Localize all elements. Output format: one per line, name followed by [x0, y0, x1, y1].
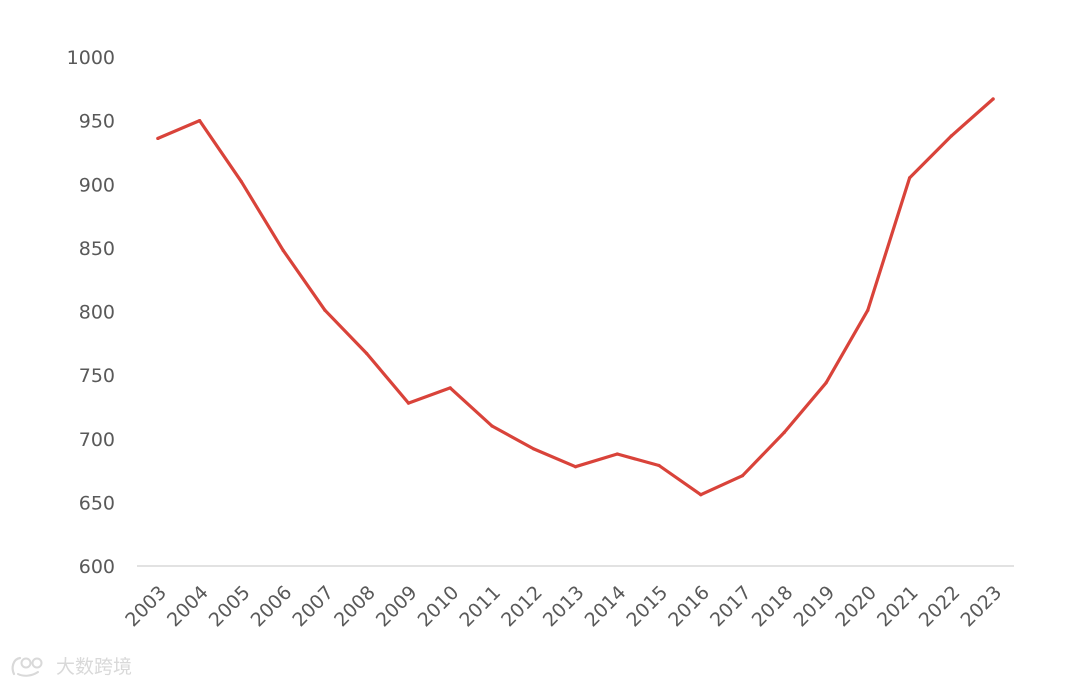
- x-tick-label: 2016: [664, 582, 714, 632]
- y-tick-label: 750: [79, 365, 115, 387]
- data-point: [866, 308, 870, 312]
- series-layer: [156, 97, 995, 497]
- data-point: [156, 136, 160, 141]
- x-axis: 2003200420052006200720082009201020112012…: [121, 582, 1006, 632]
- x-tick-label: 2017: [706, 582, 756, 632]
- x-tick-label: 2015: [622, 582, 672, 632]
- watermark: 大数跨境: [10, 652, 132, 679]
- x-tick-label: 2012: [497, 582, 547, 632]
- x-tick-label: 2010: [414, 582, 464, 632]
- x-tick-label: 2011: [455, 582, 505, 632]
- x-tick-label: 2006: [247, 582, 297, 632]
- data-point: [615, 452, 619, 456]
- watermark-text: 大数跨境: [56, 656, 133, 678]
- data-point: [365, 351, 369, 356]
- x-tick-label: 2021: [873, 582, 923, 632]
- y-tick-label: 900: [79, 174, 115, 196]
- data-point: [949, 134, 953, 138]
- data-point: [323, 308, 327, 312]
- data-point: [782, 430, 786, 434]
- data-point: [448, 386, 452, 390]
- data-point: [281, 248, 285, 253]
- data-point: [573, 465, 578, 469]
- x-tick-label: 2022: [915, 582, 965, 632]
- x-tick-label: 2023: [957, 582, 1007, 632]
- x-tick-label: 2019: [789, 582, 839, 632]
- y-tick-label: 600: [79, 556, 115, 578]
- series-line: [156, 97, 995, 497]
- x-tick-label: 2004: [163, 582, 213, 632]
- data-point: [699, 493, 703, 497]
- brand-logo-icon: [11, 656, 43, 677]
- y-tick-label: 950: [79, 111, 115, 133]
- x-tick-label: 2018: [748, 582, 798, 632]
- x-tick-label: 2003: [121, 582, 171, 632]
- x-tick-label: 2014: [581, 582, 631, 632]
- data-point: [657, 463, 661, 468]
- y-tick-label: 800: [79, 302, 115, 324]
- y-axis: 600 650 700 750 800 850 900 950 1000: [67, 47, 115, 578]
- data-point: [239, 180, 244, 184]
- data-point: [824, 381, 828, 385]
- y-tick-label: 650: [79, 492, 115, 514]
- x-tick-label: 2007: [288, 582, 338, 632]
- data-point: [907, 176, 912, 180]
- y-tick-label: 700: [79, 429, 115, 451]
- x-tick-label: 2013: [539, 582, 589, 632]
- data-point: [490, 424, 494, 428]
- data-point: [740, 474, 745, 478]
- x-tick-label: 2008: [330, 582, 380, 632]
- x-tick-label: 2005: [205, 582, 255, 632]
- y-tick-label: 1000: [67, 47, 115, 69]
- x-tick-label: 2020: [831, 582, 881, 632]
- data-point: [406, 401, 411, 405]
- data-point: [991, 97, 995, 101]
- x-tick-label: 2009: [372, 582, 422, 632]
- y-tick-label: 850: [79, 238, 115, 260]
- data-point: [198, 119, 202, 123]
- data-point: [532, 447, 536, 451]
